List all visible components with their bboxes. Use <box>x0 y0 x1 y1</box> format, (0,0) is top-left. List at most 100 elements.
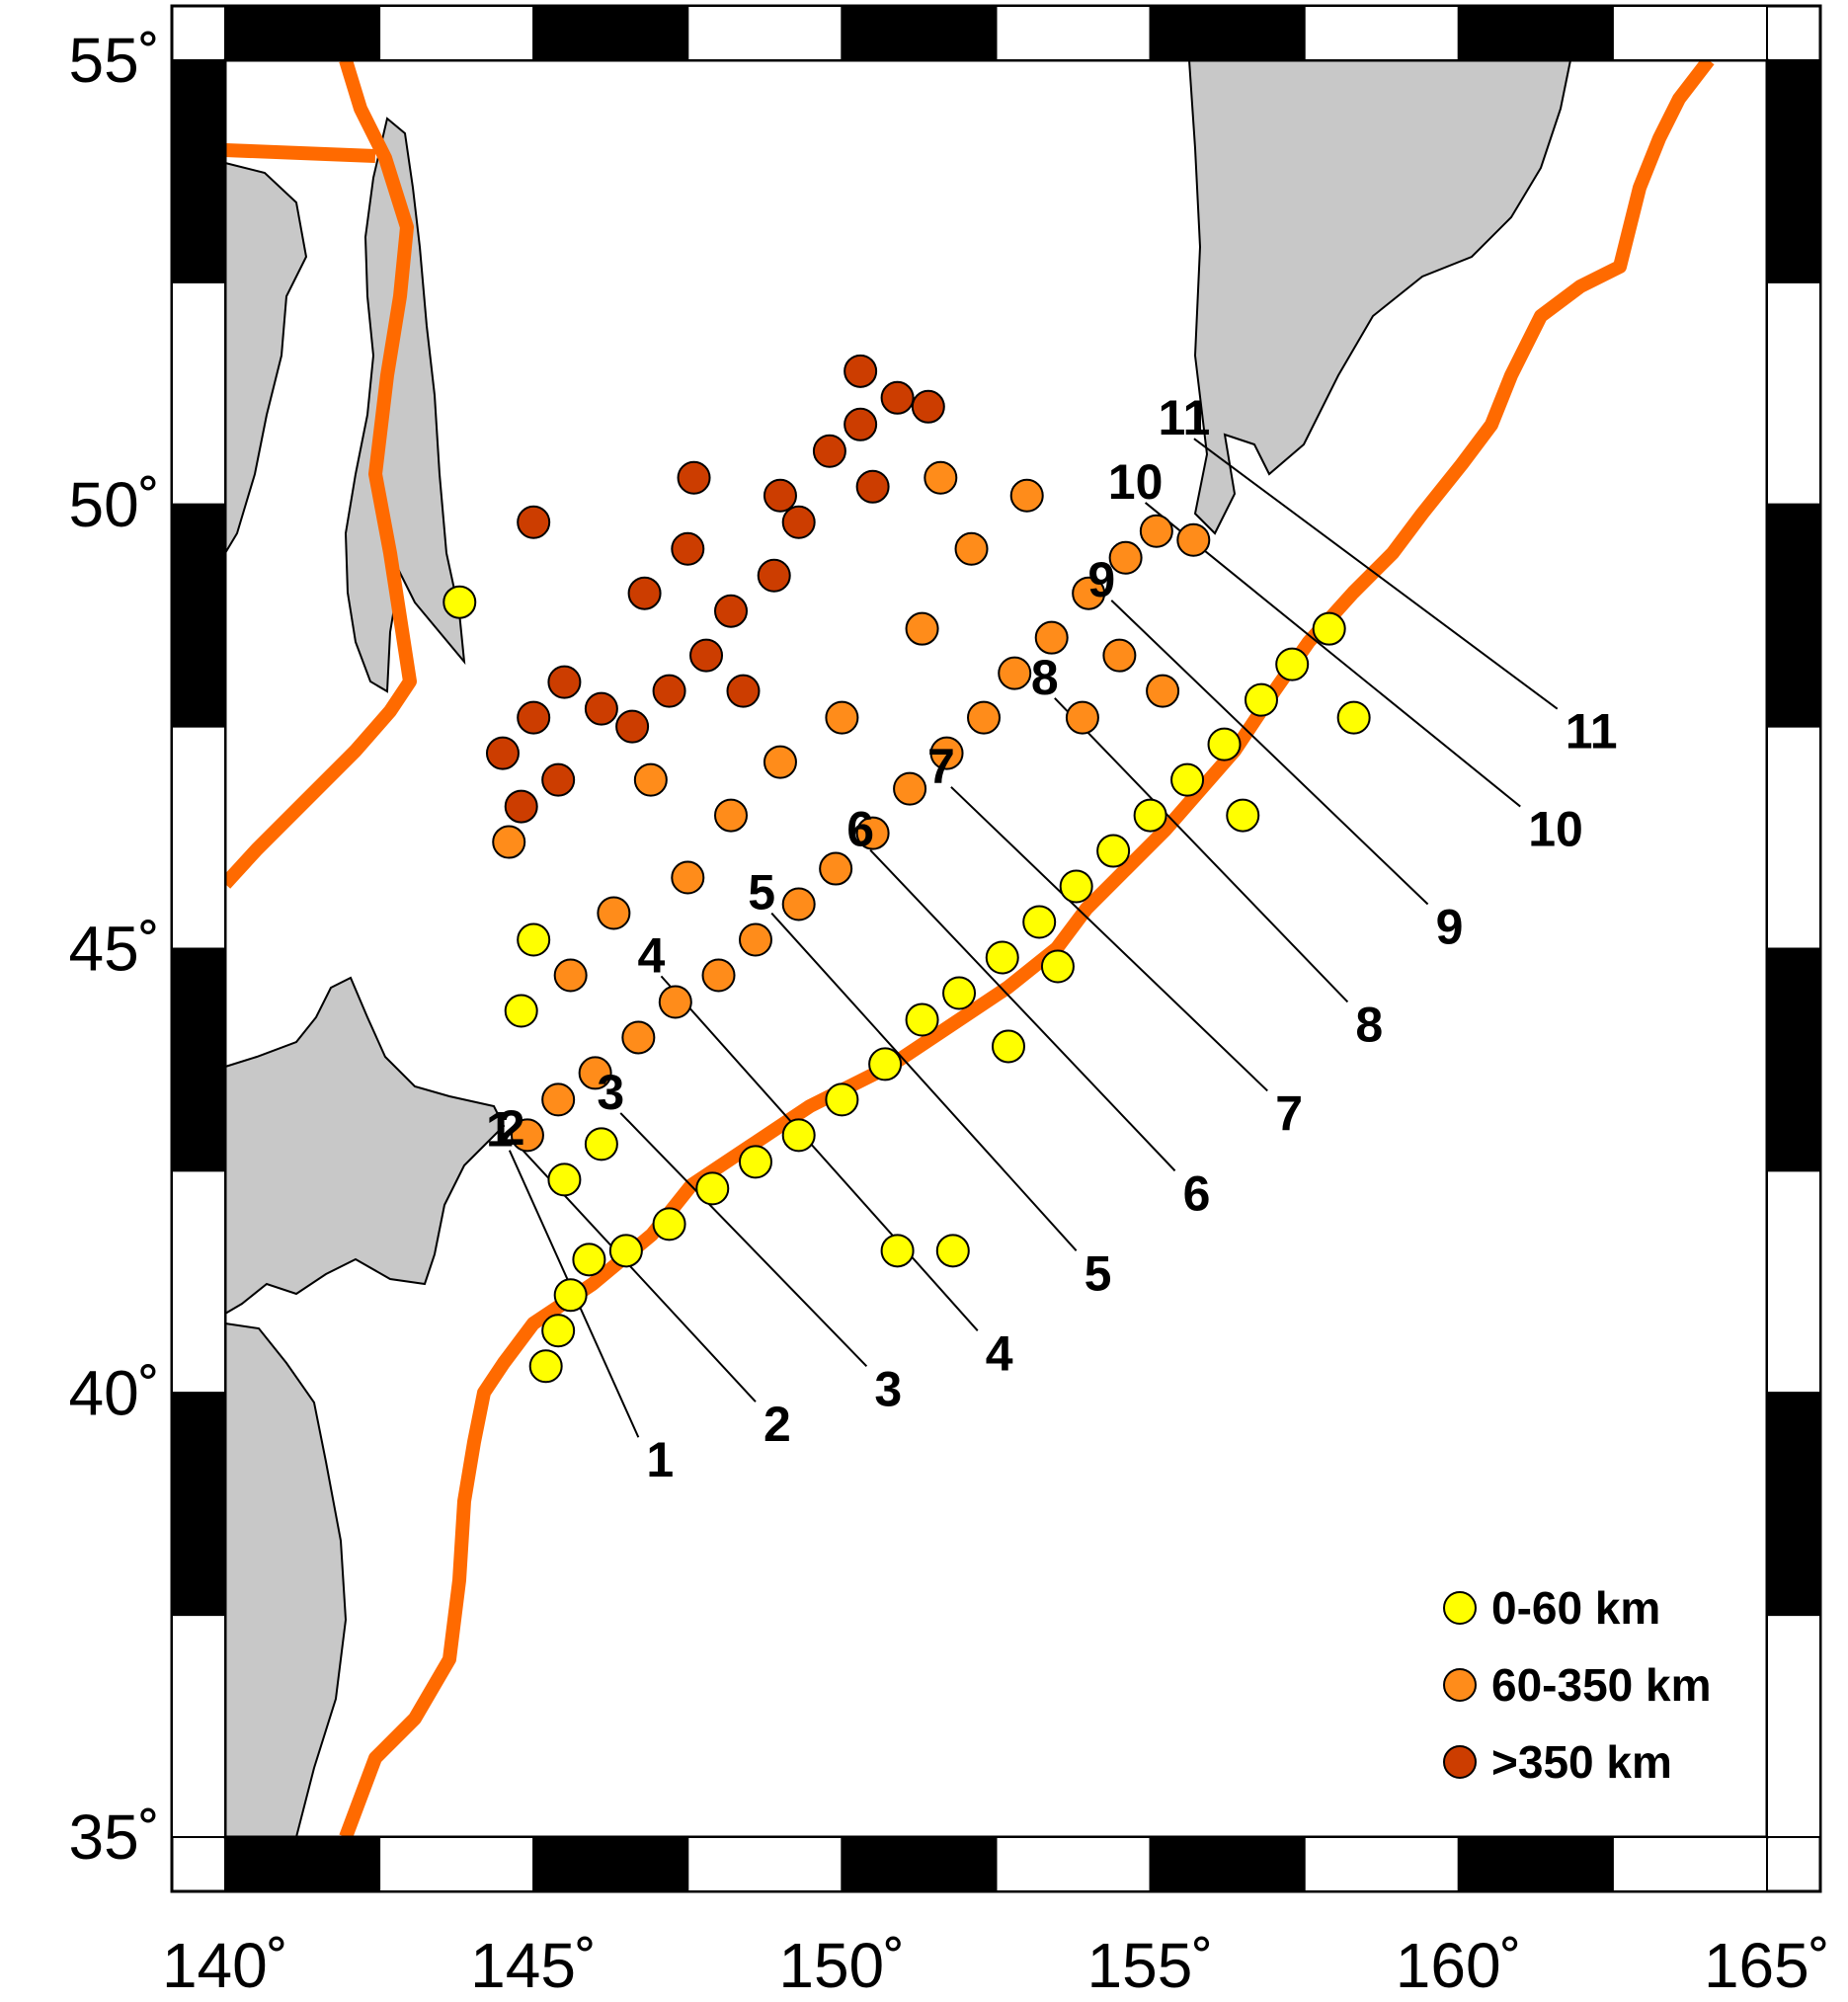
earthquake-shallow <box>541 1314 576 1348</box>
earthquake-shallow <box>1226 798 1260 833</box>
earthquake-intermediate <box>763 745 797 779</box>
longitude-tick-label: 160˚ <box>1396 1930 1522 2001</box>
frame-bar-bottom <box>1149 1836 1306 1892</box>
profile-label-end: 10 <box>1528 802 1583 857</box>
earthquake-deep <box>627 576 662 610</box>
earthquake-intermediate <box>855 816 890 850</box>
earthquake-shallow <box>695 1171 730 1206</box>
earthquake-shallow <box>985 940 1019 975</box>
earthquake-shallow <box>905 1002 939 1037</box>
latitude-tick-label: 55˚ <box>69 25 161 96</box>
latitude-tick-label: 50˚ <box>69 469 161 540</box>
profile-line <box>619 1112 868 1367</box>
earthquake-intermediate <box>954 531 989 566</box>
legend-label: 60-350 km <box>1491 1659 1712 1711</box>
frame-bar-right <box>1766 725 1821 950</box>
earthquake-intermediate <box>738 922 772 957</box>
earthquake-shallow <box>781 1118 816 1153</box>
earthquake-shallow <box>1059 869 1093 904</box>
land-masses <box>224 59 1572 1838</box>
profile-label-end: 8 <box>1355 997 1383 1052</box>
earthquake-intermediate <box>553 958 588 993</box>
profile-lines <box>508 438 1559 1438</box>
earthquake-intermediate <box>1176 522 1211 557</box>
longitude-tick-label: 155˚ <box>1087 1930 1214 2001</box>
earthquake-shallow <box>1096 834 1131 868</box>
frame-bar-top <box>995 5 1152 61</box>
frame-bar-left <box>171 1392 226 1617</box>
profile-label-end: 6 <box>1183 1165 1211 1221</box>
frame-bar-bottom <box>1457 1836 1614 1892</box>
earthquake-shallow <box>652 1207 686 1241</box>
frame-bar-right <box>1766 503 1821 728</box>
earthquake-shallow <box>553 1278 588 1313</box>
latitude-tick-label: 45˚ <box>69 914 161 985</box>
earthquake-intermediate <box>597 896 631 930</box>
earthquake-deep <box>652 674 686 708</box>
earthquake-shallow <box>1275 647 1310 681</box>
legend-label: 0-60 km <box>1491 1582 1660 1634</box>
earthquake-deep <box>689 638 724 673</box>
profile-line <box>869 848 1176 1172</box>
frame-bar-left <box>171 1614 226 1838</box>
profile-label-start: 3 <box>597 1065 624 1120</box>
profile-label-start: 6 <box>846 802 874 857</box>
frame-bar-right <box>1766 280 1821 506</box>
earthquake-shallow <box>942 976 977 1010</box>
earthquake-intermediate <box>1034 620 1069 655</box>
earthquake-shallow <box>547 1162 582 1197</box>
earthquake-intermediate <box>701 958 736 993</box>
profile-line <box>1193 438 1559 710</box>
earthquake-intermediate <box>633 762 668 797</box>
frame-bar-bottom <box>995 1836 1152 1892</box>
earthquake-shallow <box>517 922 551 957</box>
legend-swatch <box>1443 1745 1477 1779</box>
earthquake-shallow <box>991 1029 1025 1064</box>
earthquake-shallow <box>584 1127 618 1161</box>
frame-bar-bottom <box>224 1836 381 1892</box>
longitude-tick-label: 140˚ <box>162 1930 288 2001</box>
earthquake-intermediate <box>541 1082 576 1117</box>
earthquake-deep <box>714 594 749 628</box>
earthquake-intermediate <box>1009 478 1044 513</box>
earthquake-intermediate <box>924 460 958 495</box>
earthquake-intermediate <box>893 771 927 806</box>
profile-label-start: 8 <box>1031 650 1059 705</box>
earthquake-layer <box>442 354 1371 1384</box>
earthquake-intermediate <box>1146 674 1180 708</box>
plate-boundary-okhotsk-west <box>219 57 417 889</box>
earthquake-deep <box>671 531 705 566</box>
longitude-tick-label: 150˚ <box>778 1930 905 2001</box>
profile-label-end: 9 <box>1436 900 1464 955</box>
earthquake-intermediate <box>1108 540 1143 575</box>
profile-label-end: 2 <box>763 1397 791 1452</box>
earthquake-intermediate <box>998 656 1032 690</box>
earthquake-deep <box>812 434 846 468</box>
earthquake-shallow <box>572 1242 606 1277</box>
frame-bar-right <box>1766 1169 1821 1395</box>
frame-bar-top <box>1149 5 1306 61</box>
profile-label-start: 10 <box>1108 454 1164 510</box>
profile-line <box>950 786 1268 1092</box>
earthquake-shallow <box>825 1082 859 1117</box>
frame-bars <box>171 5 1821 1892</box>
earthquake-intermediate <box>658 985 692 1019</box>
profile-label-start: 11 <box>1159 390 1211 445</box>
earthquake-intermediate <box>671 860 705 895</box>
profile-label-end: 3 <box>874 1361 902 1416</box>
earthquake-deep <box>726 674 761 708</box>
earthquake-shallow <box>868 1047 903 1081</box>
longitude-tick-label: 165˚ <box>1704 1930 1830 2001</box>
earthquake-shallow <box>1336 700 1371 735</box>
earthquake-shallow <box>738 1145 772 1179</box>
frame-bar-bottom <box>378 1836 535 1892</box>
frame-bar-left <box>171 280 226 506</box>
frame-bar-left <box>171 503 226 728</box>
frame-bar-top <box>1303 5 1460 61</box>
profile-label-start: 9 <box>1087 552 1115 607</box>
earthquake-deep <box>541 762 576 797</box>
longitude-labels: 140˚ 145˚ 150˚ 155˚ 160˚ 165˚ <box>162 1930 1830 2001</box>
frame-bar-right <box>1766 947 1821 1172</box>
latitude-labels: 35˚ 40˚ 45˚ 50˚ 55˚ <box>69 25 161 1873</box>
